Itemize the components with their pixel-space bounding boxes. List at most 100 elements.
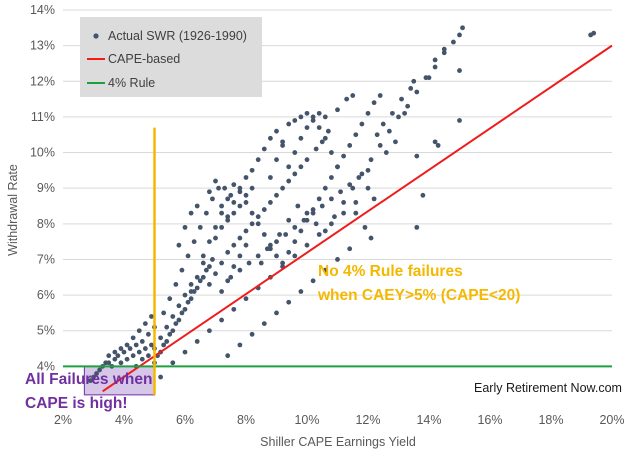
y-tick-label: 5%	[37, 324, 55, 338]
scatter-point	[225, 278, 231, 284]
y-tick-label: 6%	[37, 288, 55, 302]
scatter-point	[213, 271, 218, 277]
scatter-point	[225, 217, 231, 223]
scatter-point	[249, 331, 255, 337]
scatter-point	[432, 57, 438, 63]
legend-label-actual-swr: Actual SWR (1926-1990)	[108, 29, 247, 43]
scatter-point	[295, 203, 301, 209]
scatter-point	[277, 232, 282, 237]
legend-label-cape-based: CAPE-based	[108, 52, 180, 66]
scatter-point	[347, 182, 353, 188]
scatter-point	[173, 282, 179, 287]
y-axis-title: Withdrawal Rate	[6, 164, 20, 256]
scatter-point	[200, 274, 206, 280]
scatter-point	[225, 196, 231, 202]
scatter-point	[316, 196, 322, 202]
scatter-point	[325, 128, 331, 134]
scatter-point	[350, 185, 356, 191]
scatter-point	[377, 93, 383, 98]
scatter-point	[329, 175, 334, 180]
scatter-point	[194, 274, 200, 280]
scatter-point	[365, 110, 371, 116]
scatter-point	[322, 228, 328, 234]
scatter-point	[194, 339, 200, 344]
scatter-point	[179, 310, 185, 316]
scatter-point	[347, 246, 353, 252]
scatter-point	[353, 210, 359, 216]
scatter-point	[292, 118, 298, 123]
legend-label-4pct-rule: 4% Rule	[108, 76, 155, 90]
scatter-point	[207, 328, 212, 334]
scatter-point	[304, 157, 310, 163]
y-tick-label: 12%	[30, 74, 55, 88]
scatter-point	[335, 257, 340, 262]
scatter-point	[258, 260, 264, 266]
scatter-point	[371, 100, 377, 106]
scatter-point	[197, 278, 203, 284]
scatter-point	[283, 232, 289, 237]
scatter-point	[374, 132, 380, 138]
scatter-point	[310, 118, 316, 123]
scatter-point	[179, 267, 185, 273]
y-tick-label: 14%	[30, 3, 55, 17]
scatter-point	[274, 253, 279, 259]
scatter-point	[298, 164, 304, 170]
x-tick-label: 10%	[294, 413, 319, 427]
scatter-point	[207, 282, 212, 287]
scatter-point	[313, 221, 319, 227]
scatter-point	[329, 150, 334, 155]
scatter-point	[341, 210, 346, 216]
y-tick-label: 10%	[30, 146, 55, 160]
scatter-point	[268, 175, 273, 180]
scatter-point	[237, 203, 243, 209]
scatter-point	[219, 317, 225, 323]
scatter-point	[228, 192, 234, 198]
scatter-point	[304, 217, 310, 223]
scatter-point	[316, 110, 322, 116]
scatter-point	[118, 360, 124, 366]
scatter-point	[435, 143, 441, 148]
scatter-point	[139, 339, 145, 344]
scatter-point	[362, 224, 368, 230]
scatter-point	[249, 185, 255, 191]
scatter-point	[268, 135, 273, 141]
scatter-point	[338, 189, 343, 195]
scatter-point	[213, 235, 218, 241]
scatter-point	[176, 303, 182, 309]
scatter-point	[390, 110, 395, 116]
scatter-point	[121, 349, 127, 355]
scatter-point	[313, 146, 319, 152]
scatter-point	[393, 139, 398, 145]
scatter-point	[591, 30, 597, 36]
scatter-point	[170, 328, 176, 334]
scatter-point	[399, 96, 404, 102]
scatter-point	[130, 335, 136, 341]
scatter-point	[322, 135, 328, 141]
scatter-point	[219, 203, 225, 209]
scatter-point	[182, 349, 188, 355]
scatter-point	[329, 221, 334, 227]
scatter-point	[210, 257, 215, 262]
scatter-point	[298, 135, 304, 141]
scatter-point	[268, 246, 273, 252]
scatter-point	[322, 185, 328, 191]
scatter-point	[237, 253, 243, 259]
scatter-point	[231, 264, 237, 269]
scatter-point	[426, 75, 432, 81]
scatter-point	[344, 96, 350, 102]
no-failures-annotation-line2: when CAEY>5% (CAPE<20)	[317, 287, 520, 304]
scatter-point	[255, 157, 261, 163]
scatter-point	[457, 32, 462, 38]
scatter-point	[441, 46, 447, 52]
scatter-point	[414, 224, 420, 230]
scatter-point	[146, 331, 151, 337]
scatter-point	[341, 200, 346, 205]
scatter-point	[310, 278, 316, 284]
scatter-point	[170, 360, 176, 366]
scatter-point	[219, 210, 225, 216]
scatter-point	[243, 228, 249, 234]
scatter-point	[457, 118, 462, 123]
scatter-point	[225, 249, 231, 255]
scatter-point	[203, 267, 209, 273]
scatter-point	[274, 310, 279, 316]
